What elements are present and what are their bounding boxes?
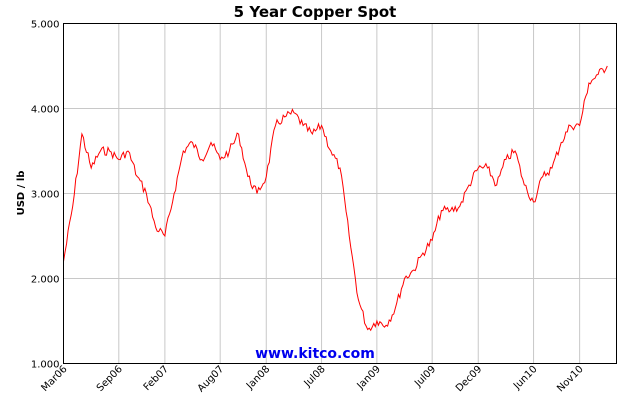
x-tick-label: Aug07	[196, 364, 227, 395]
chart-title: 5 Year Copper Spot	[234, 3, 397, 21]
x-tick-labels: Mar06 Sep06 Feb07 Aug07 Jan08 Jul08 Jan09 Jul09…	[40, 364, 586, 395]
copper-price-line	[63, 65, 608, 332]
y-tick-label: 5.000	[31, 20, 60, 31]
y-tick-label: 1.000	[31, 360, 60, 371]
x-tick-label: Jan09	[355, 364, 383, 392]
x-tick-label: Sep06	[95, 364, 125, 394]
x-tick-label: Jan08	[244, 364, 272, 392]
x-tick-label: Jun10	[511, 364, 540, 393]
watermark-text: www.kitco.com	[255, 346, 375, 362]
x-tick-label: Nov10	[555, 364, 586, 395]
x-tick-label: Feb07	[142, 364, 171, 393]
y-tick-labels: 1.000 2.000 3.000 4.000 5.000	[31, 20, 60, 371]
x-tick-label: Jul08	[302, 364, 328, 390]
y-tick-label: 2.000	[31, 275, 60, 286]
y-tick-label: 3.000	[31, 190, 60, 201]
plot-frame	[63, 23, 617, 364]
x-tick-label: Dec09	[454, 364, 484, 394]
x-tick-label: Jul09	[412, 364, 438, 390]
y-axis-label: USD / lb	[16, 171, 27, 216]
y-tick-label: 4.000	[31, 105, 60, 116]
